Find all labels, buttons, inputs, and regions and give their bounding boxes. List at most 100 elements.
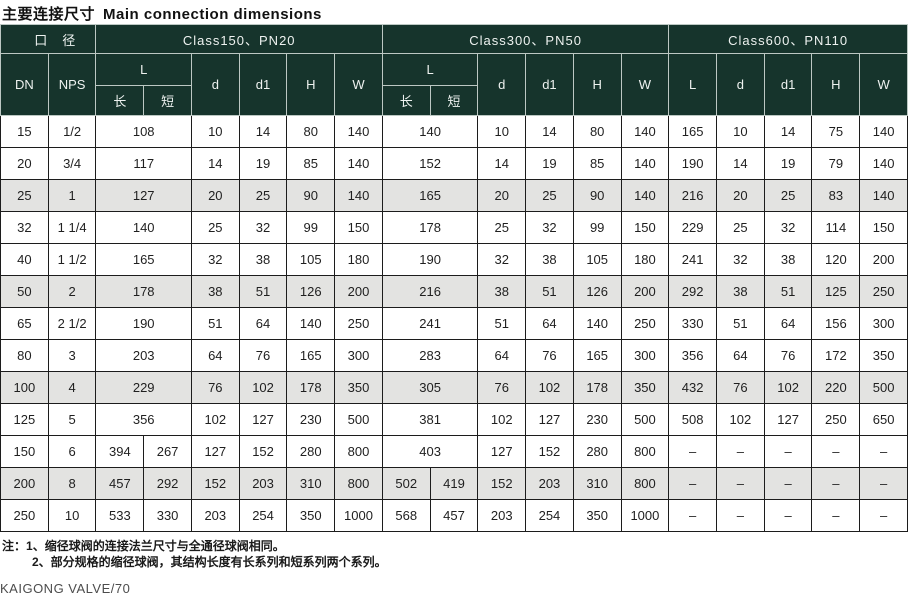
- table-cell: 14: [238, 115, 288, 148]
- table-cell: 50: [0, 275, 49, 308]
- table-cell: 457: [95, 467, 145, 500]
- table-cell: 80: [0, 339, 49, 372]
- table-cell: 394: [95, 435, 145, 468]
- header-c300-long: 长: [381, 85, 431, 116]
- header-c150-long: 长: [95, 85, 145, 116]
- table-cell: 350: [286, 499, 336, 532]
- table-cell: 79: [811, 147, 861, 180]
- table-cell: 10: [716, 115, 765, 148]
- header-c300-l: L: [381, 53, 479, 86]
- table-cell: 203: [525, 467, 574, 500]
- table-cell: 19: [525, 147, 574, 180]
- table-cell: –: [859, 499, 908, 532]
- table-cell: 140: [334, 115, 383, 148]
- table-cell: 102: [763, 371, 813, 404]
- table-cell: 19: [238, 147, 288, 180]
- table-cell: 350: [572, 499, 622, 532]
- table-cell: 140: [95, 211, 192, 244]
- table-cell: 19: [763, 147, 813, 180]
- table-cell: –: [859, 435, 908, 468]
- table-cell: 14: [716, 147, 765, 180]
- table-cell: –: [763, 467, 813, 500]
- table-cell: –: [763, 499, 813, 532]
- table-cell: 229: [668, 211, 718, 244]
- table-cell: 32: [0, 211, 49, 244]
- table-row: 25 1 127 20 25 90 140 165 20 25 90 140 216 20 25 83 140: [0, 179, 908, 212]
- table-cell: 403: [381, 435, 479, 468]
- table-cell: 125: [0, 403, 49, 436]
- table-cell: 76: [477, 371, 527, 404]
- table-cell: 350: [620, 371, 670, 404]
- table-cell: 108: [95, 115, 192, 148]
- table-cell: 14: [763, 115, 813, 148]
- table-cell: 1 1/2: [47, 243, 97, 276]
- table-cell: 127: [763, 403, 813, 436]
- page-title-chinese: 主要连接尺寸: [2, 6, 96, 23]
- table-cell: 150: [620, 211, 670, 244]
- table-cell: 90: [286, 179, 336, 212]
- table-cell: 140: [620, 115, 670, 148]
- table-cell: 25: [763, 179, 813, 212]
- table-cell: 14: [190, 147, 240, 180]
- table-cell: 51: [525, 275, 574, 308]
- table-cell: 190: [381, 243, 479, 276]
- table-cell: 25: [0, 179, 49, 212]
- header-c300-d1: d1: [525, 53, 574, 116]
- table-cell: –: [811, 499, 861, 532]
- table-cell: 100: [0, 371, 49, 404]
- table-cell: 140: [859, 115, 908, 148]
- header-c300-w: W: [620, 53, 670, 116]
- table-cell: 190: [95, 307, 192, 340]
- table-cell: 180: [334, 243, 383, 276]
- table-cell: 1000: [334, 499, 383, 532]
- header-c150-h: H: [286, 53, 336, 116]
- table-cell: 32: [763, 211, 813, 244]
- table-cell: 15: [0, 115, 49, 148]
- table-cell: 178: [572, 371, 622, 404]
- table-cell: 32: [716, 243, 765, 276]
- table-cell: 64: [477, 339, 527, 372]
- header-c600-d1: d1: [763, 53, 813, 116]
- table-cell: 800: [620, 435, 670, 468]
- table-cell: 241: [381, 307, 479, 340]
- footnote-line-1: 注：1、缩径球阀的连接法兰尺寸与全通径球阀相同。: [2, 538, 908, 554]
- header-c300-short: 短: [429, 85, 479, 116]
- table-cell: 32: [525, 211, 574, 244]
- table-cell: 152: [238, 435, 288, 468]
- table-row: 250 10 533 330 203 254 350 1000 568 457 203 254 350 1…: [0, 499, 908, 532]
- table-cell: –: [668, 435, 718, 468]
- table-cell: –: [811, 467, 861, 500]
- table-cell: 1: [47, 179, 97, 212]
- table-cell: 65: [0, 307, 49, 340]
- table-cell: 419: [429, 467, 479, 500]
- table-cell: 20: [716, 179, 765, 212]
- table-cell: 165: [668, 115, 718, 148]
- table-cell: –: [716, 467, 765, 500]
- table-cell: 127: [95, 179, 192, 212]
- table-cell: 140: [381, 115, 479, 148]
- table-row: 80 3 203 64 76 165 300 283 64 76 165 300 356 64 76 172 3…: [0, 339, 908, 372]
- table-cell: 457: [429, 499, 479, 532]
- table-cell: 180: [620, 243, 670, 276]
- table-cell: 229: [95, 371, 192, 404]
- table-cell: 25: [190, 211, 240, 244]
- page-title: 主要连接尺寸 Main connection dimensions: [0, 0, 908, 24]
- table-cell: 99: [572, 211, 622, 244]
- table-cell: 250: [334, 307, 383, 340]
- table-cell: 330: [668, 307, 718, 340]
- header-c600-h: H: [811, 53, 861, 116]
- table-cell: 8: [47, 467, 97, 500]
- table-cell: 300: [334, 339, 383, 372]
- table-cell: 650: [859, 403, 908, 436]
- page-title-english: Main connection dimensions: [103, 6, 322, 23]
- table-cell: 2: [47, 275, 97, 308]
- table-cell: 10: [190, 115, 240, 148]
- table-cell: 38: [238, 243, 288, 276]
- header-c300-h: H: [572, 53, 622, 116]
- table-cell: 250: [859, 275, 908, 308]
- table-cell: –: [716, 499, 765, 532]
- table-cell: 76: [716, 371, 765, 404]
- table-cell: 51: [477, 307, 527, 340]
- table-cell: 165: [95, 243, 192, 276]
